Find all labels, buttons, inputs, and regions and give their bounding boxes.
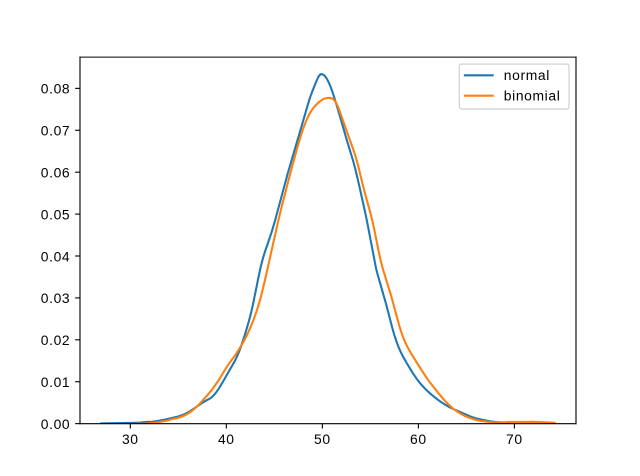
svg-text:70: 70 (506, 431, 523, 447)
svg-text:60: 60 (410, 431, 427, 447)
svg-text:40: 40 (218, 431, 235, 447)
svg-text:0.08: 0.08 (41, 81, 71, 97)
svg-text:0.03: 0.03 (41, 290, 71, 306)
svg-text:0.01: 0.01 (41, 374, 71, 390)
svg-text:30: 30 (122, 431, 139, 447)
svg-text:0.02: 0.02 (41, 332, 71, 348)
svg-text:0.06: 0.06 (41, 164, 71, 180)
svg-text:0.07: 0.07 (41, 123, 71, 139)
svg-text:50: 50 (314, 431, 331, 447)
svg-text:binomial: binomial (504, 88, 561, 104)
svg-text:0.05: 0.05 (41, 206, 71, 222)
svg-text:0.04: 0.04 (41, 248, 71, 264)
svg-text:0.00: 0.00 (41, 416, 71, 432)
svg-text:normal: normal (504, 67, 550, 83)
